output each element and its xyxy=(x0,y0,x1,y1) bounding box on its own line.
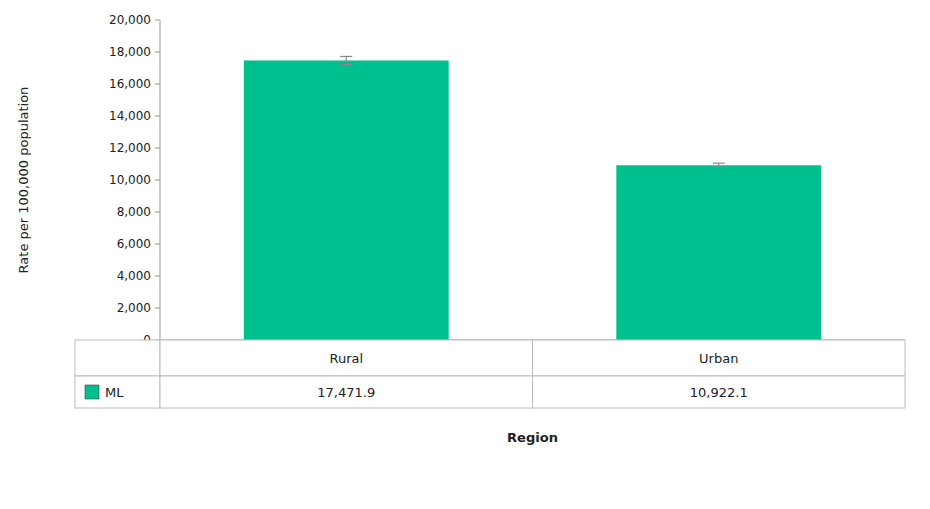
y-tick-label: 18,000 xyxy=(109,45,151,59)
y-tick xyxy=(155,84,160,85)
table-cell xyxy=(533,340,906,376)
y-axis-line xyxy=(160,20,161,340)
y-tick-label: 20,000 xyxy=(109,13,151,27)
bar xyxy=(244,60,449,340)
y-tick-label: 16,000 xyxy=(109,77,151,91)
y-tick-label: 12,000 xyxy=(109,141,151,155)
y-tick xyxy=(155,52,160,53)
y-tick xyxy=(155,308,160,309)
y-tick-label: 4,000 xyxy=(117,269,151,283)
error-bar xyxy=(340,56,352,64)
category-label: Urban xyxy=(699,351,738,366)
x-axis-label: Region xyxy=(507,430,558,445)
y-tick xyxy=(155,212,160,213)
y-axis-label: Rate per 100,000 population xyxy=(16,87,31,274)
bar xyxy=(616,165,821,340)
data-table: Rural 17,471.9 Urban 10,922.1 ML xyxy=(75,340,905,408)
chart: 02,0004,0006,0008,00010,00012,00014,0001… xyxy=(0,0,930,509)
legend-swatch xyxy=(85,385,99,399)
y-tick-label: 2,000 xyxy=(117,301,151,315)
category-label: Rural xyxy=(329,351,363,366)
y-tick xyxy=(155,180,160,181)
table-cell xyxy=(533,376,906,408)
table-cell xyxy=(75,376,160,408)
y-tick xyxy=(155,116,160,117)
y-tick xyxy=(155,20,160,21)
value-label: 10,922.1 xyxy=(690,385,748,400)
table-cell xyxy=(160,340,533,376)
bars xyxy=(244,56,821,340)
y-tick-label: 14,000 xyxy=(109,109,151,123)
table-cell xyxy=(75,340,160,376)
y-tick xyxy=(155,244,160,245)
chart-container: 02,0004,0006,0008,00010,00012,00014,0001… xyxy=(0,0,930,509)
value-label: 17,471.9 xyxy=(317,385,375,400)
error-bar xyxy=(713,163,725,167)
y-tick xyxy=(155,276,160,277)
y-tick-label: 10,000 xyxy=(109,173,151,187)
y-tick xyxy=(155,148,160,149)
y-axis: 02,0004,0006,0008,00010,00012,00014,0001… xyxy=(109,13,160,347)
y-tick-label: 6,000 xyxy=(117,237,151,251)
y-tick-label: 8,000 xyxy=(117,205,151,219)
table-cell xyxy=(160,376,533,408)
legend-label: ML xyxy=(105,385,124,400)
